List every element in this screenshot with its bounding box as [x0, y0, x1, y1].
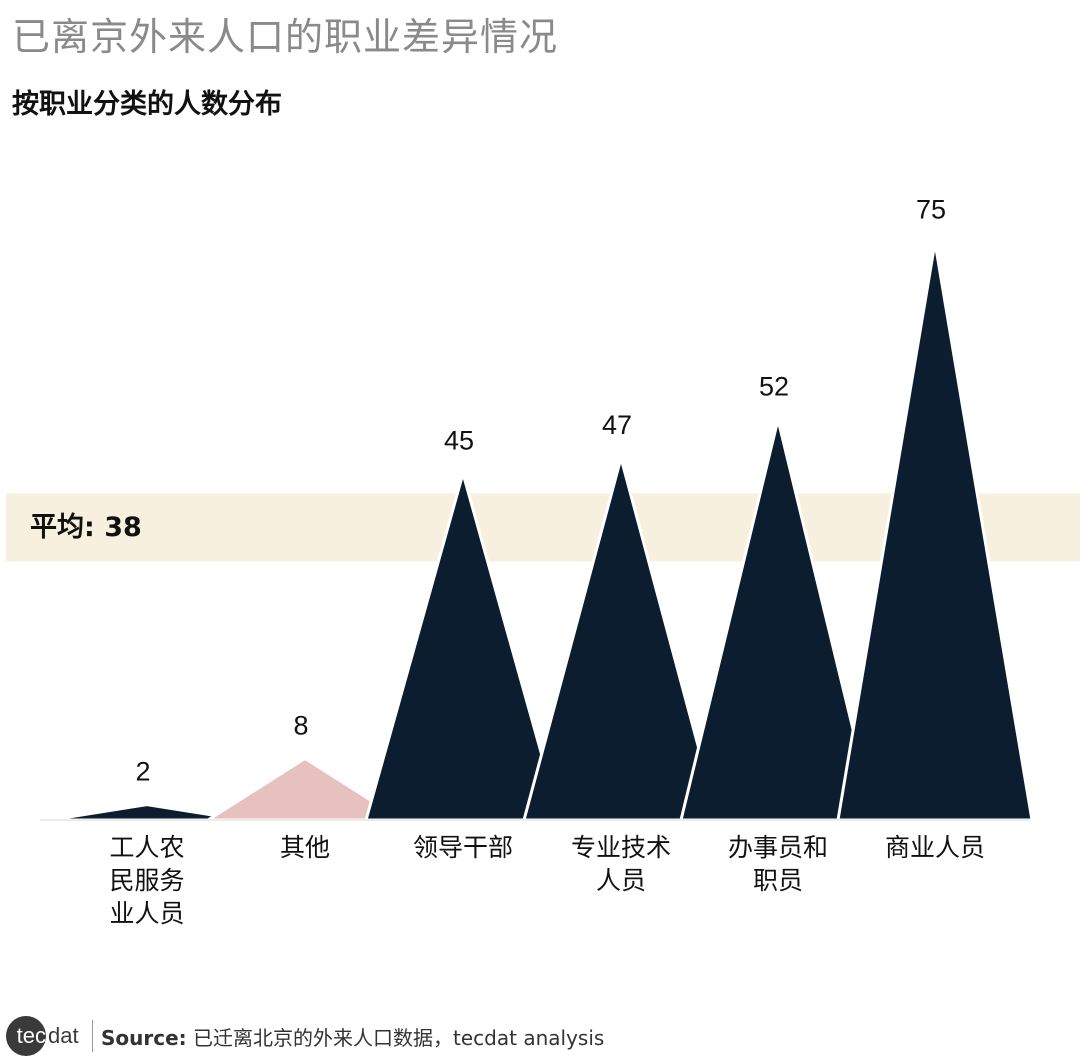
footer: tec dat Source: 已迁离北京的外来人口数据，tecdat anal…: [6, 1014, 604, 1058]
logo-badge: tec: [6, 1016, 46, 1056]
value-label-3: 45: [444, 426, 474, 456]
category-label-4-line-2: 人员: [596, 866, 646, 895]
category-label-1-line-1: 工人农: [109, 833, 184, 862]
page-title: 已离京外来人口的职业差异情况: [12, 15, 559, 59]
category-label-1-line-2: 民服务: [109, 866, 184, 895]
value-label-2: 8: [293, 710, 308, 740]
category-label-1-line-3: 业人员: [109, 899, 184, 928]
source-note: Source: 已迁离北京的外来人口数据，tecdat analysis: [101, 1025, 605, 1050]
category-label-5-line-1: 办事员和: [728, 833, 828, 862]
brand-logo: tec dat: [6, 1015, 86, 1057]
average-label: 平均: 38: [30, 512, 142, 543]
logo-text: dat: [48, 1023, 79, 1048]
category-label-2-line-1: 其他: [280, 833, 330, 862]
bar-triangle-5: [679, 418, 877, 822]
value-label-6: 75: [916, 195, 946, 225]
value-label-4: 47: [602, 410, 632, 440]
value-label-1: 2: [135, 757, 150, 787]
category-label-3-line-1: 领导干部: [413, 833, 513, 862]
category-label-4-line-1: 专业技术: [571, 833, 671, 862]
chart-subtitle: 按职业分类的人数分布: [12, 89, 282, 120]
category-label-5-line-2: 职员: [753, 866, 803, 895]
value-label-5: 52: [759, 372, 789, 402]
category-label-6-line-1: 商业人员: [885, 833, 985, 862]
footer-divider: [92, 1020, 93, 1052]
